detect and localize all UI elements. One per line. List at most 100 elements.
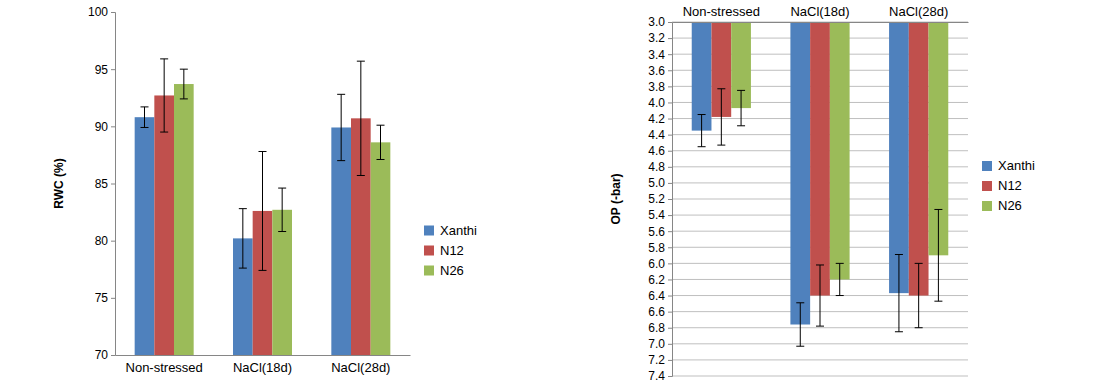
tick-mark	[668, 119, 672, 120]
error-line	[698, 114, 706, 115]
error-line	[262, 151, 263, 270]
tick-mark	[668, 376, 672, 377]
legend-item: N26	[424, 263, 464, 278]
error-line	[895, 331, 903, 332]
tick-label: 5.4	[648, 208, 665, 222]
tick-label: 4.0	[648, 96, 665, 110]
tick: 80	[95, 234, 115, 248]
legend-label: N12	[998, 178, 1022, 193]
tick-label: 80	[95, 234, 109, 248]
error-line	[377, 125, 385, 126]
tick-label: 6.0	[648, 257, 665, 271]
legend-label: Xanthi	[998, 158, 1035, 173]
tick-mark	[111, 298, 115, 299]
tick: 6.4	[648, 289, 672, 303]
tick: 6.0	[648, 257, 672, 271]
grid-line	[672, 327, 968, 328]
tick: 6.6	[648, 305, 672, 319]
tick-label: 6.4	[648, 289, 665, 303]
legend-label: N26	[440, 263, 464, 278]
error-line	[915, 327, 923, 328]
error-line	[380, 125, 381, 159]
error-line	[816, 264, 824, 265]
tick-label: 95	[95, 63, 109, 77]
tick-label: 75	[95, 291, 109, 305]
error-line	[141, 127, 149, 128]
tick: NaCl(28d)	[331, 355, 390, 375]
error-line	[839, 263, 840, 295]
legend-swatch	[982, 201, 992, 211]
error-line	[796, 346, 804, 347]
error-bar	[816, 265, 824, 326]
tick-mark	[111, 184, 115, 185]
tick: 5.4	[648, 208, 672, 222]
tick: 6.2	[648, 273, 672, 287]
error-line	[836, 295, 844, 296]
error-line	[820, 265, 821, 326]
error-line	[701, 115, 702, 147]
x-axis: Non-stressedNaCl(18d)NaCl(28d)	[673, 4, 969, 23]
axis-title: OP (-bar)	[609, 173, 623, 224]
tick-mark	[668, 296, 672, 297]
legend-label: N12	[440, 243, 464, 258]
legend-item: N12	[982, 178, 1022, 193]
bar	[272, 210, 292, 355]
plot-area	[135, 59, 391, 355]
figure: 707580859095100Non-stressedNaCl(18d)NaCl…	[0, 0, 1097, 388]
tick-label: NaCl(28d)	[331, 360, 390, 375]
error-bar	[698, 115, 706, 147]
series	[711, 22, 928, 328]
error-line	[800, 303, 801, 346]
tick-mark	[668, 86, 672, 87]
tick-label: 7.4	[648, 369, 665, 383]
tick-label: 7.2	[648, 353, 665, 367]
error-line	[377, 159, 385, 160]
bar	[135, 117, 155, 355]
tick-mark	[668, 279, 672, 280]
tick-mark	[668, 215, 672, 216]
tick-mark	[668, 328, 672, 329]
tick: 3.8	[648, 80, 672, 94]
tick: NaCl(18d)	[790, 4, 849, 22]
tick: 7.0	[648, 337, 672, 351]
error-bar	[915, 263, 923, 327]
legend: XanthiN12N26	[424, 223, 477, 278]
grid	[672, 22, 968, 376]
tick: 5.0	[648, 176, 672, 190]
tick: 5.2	[648, 192, 672, 206]
legend: XanthiN12N26	[982, 158, 1035, 213]
series	[154, 59, 370, 355]
tick: 3.0	[648, 15, 672, 29]
tick-label: 70	[95, 348, 109, 362]
error-line	[915, 263, 923, 264]
plot-area	[692, 22, 949, 346]
error-bar	[337, 94, 345, 160]
tick-mark	[668, 199, 672, 200]
tick: 6.8	[648, 321, 672, 335]
error-line	[144, 107, 145, 128]
error-line	[816, 326, 824, 327]
tick-label: 100	[88, 5, 108, 19]
series	[174, 69, 390, 355]
error-line	[337, 94, 345, 95]
error-line	[895, 254, 903, 255]
tick-mark	[668, 344, 672, 345]
series	[731, 22, 948, 301]
tick-label: 4.6	[648, 144, 665, 158]
error-line	[717, 88, 725, 89]
tick-mark	[668, 247, 672, 248]
tick-label: 3.8	[648, 80, 665, 94]
tick-mark	[668, 102, 672, 103]
error-bar	[357, 61, 365, 175]
error-line	[938, 209, 939, 301]
error-line	[160, 58, 168, 59]
tick-label: NaCl(18d)	[233, 360, 292, 375]
legend-swatch	[424, 266, 434, 276]
tick-mark	[111, 241, 115, 242]
tick: 7.2	[648, 353, 672, 367]
tick: 7.4	[648, 369, 672, 383]
tick-label: 3.6	[648, 64, 665, 78]
error-bar	[180, 69, 188, 99]
tick: Non-stressed	[126, 355, 203, 375]
tick-label: 4.4	[648, 128, 665, 142]
